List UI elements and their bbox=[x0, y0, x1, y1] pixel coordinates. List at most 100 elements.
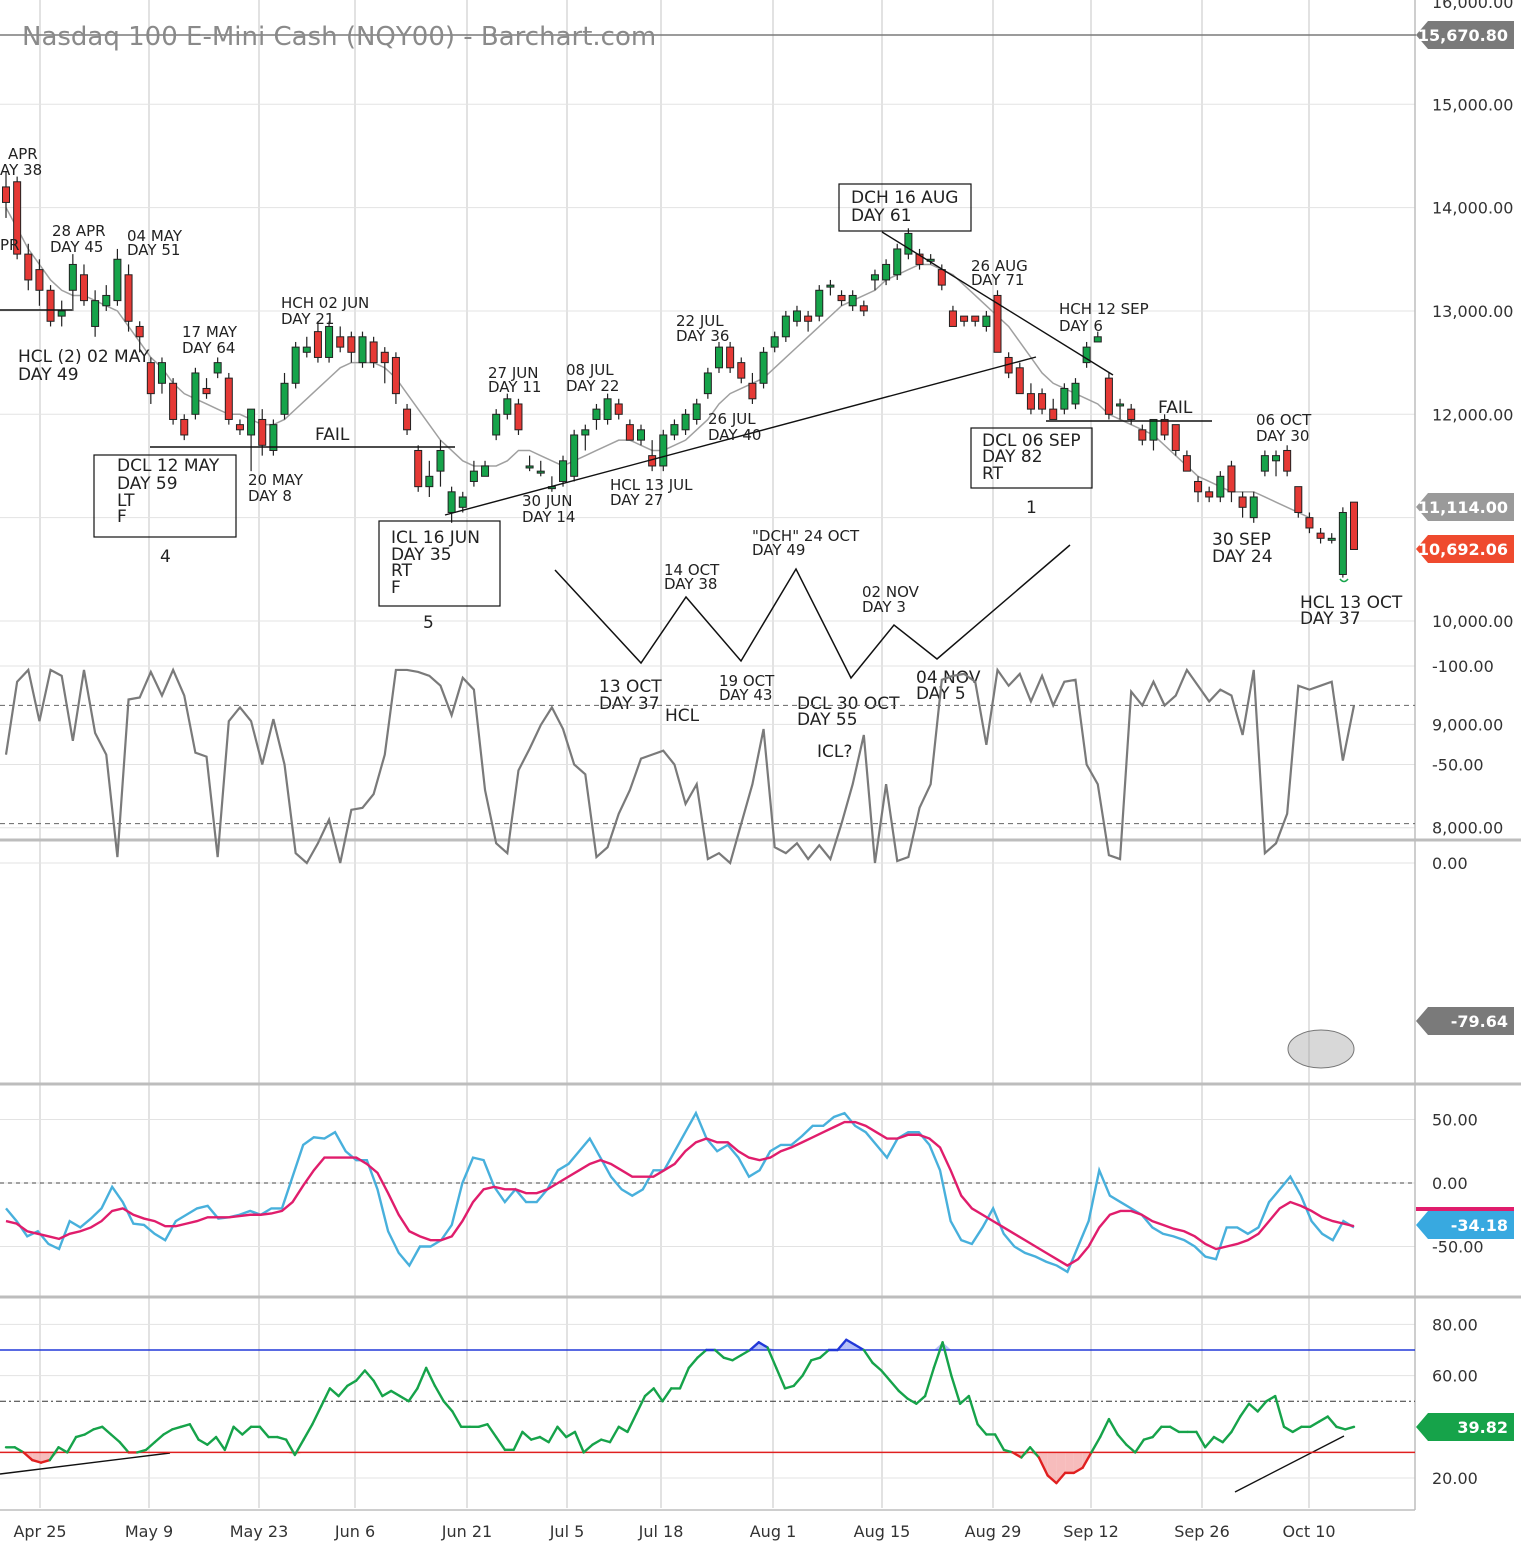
candle-body bbox=[581, 429, 590, 436]
rsi-segment bbox=[608, 1425, 620, 1444]
candle-body bbox=[469, 470, 478, 482]
oversold-fill bbox=[1047, 1452, 1057, 1484]
annotation-box bbox=[93, 454, 237, 538]
annotation-label: DAY 21 bbox=[281, 310, 334, 328]
rsi-segment bbox=[486, 1423, 498, 1439]
y-tick-label: 0.00 bbox=[1432, 854, 1468, 873]
rsi-segment bbox=[1011, 1451, 1023, 1459]
rsi-segment bbox=[66, 1435, 78, 1454]
rsi-segment bbox=[153, 1433, 165, 1444]
annotation-label: DCL 06 SEP bbox=[982, 431, 1081, 451]
rsi-segment bbox=[783, 1384, 795, 1390]
candle-body bbox=[1060, 387, 1069, 410]
rsi-segment bbox=[241, 1425, 253, 1436]
rsi-segment bbox=[31, 1458, 43, 1464]
rsi-segment bbox=[1002, 1448, 1014, 1454]
annotation-label: DAY 45 bbox=[50, 238, 103, 256]
oversold-fill bbox=[1065, 1452, 1074, 1473]
rsi-segment bbox=[101, 1425, 113, 1436]
annotation-label: HCH 02 JUN bbox=[281, 294, 369, 312]
y-tick-label: 60.00 bbox=[1432, 1367, 1478, 1386]
x-tick-label: Aug 1 bbox=[750, 1522, 797, 1541]
rsi-segment bbox=[451, 1410, 463, 1429]
annotation-label: DCL 12 MAY bbox=[117, 456, 220, 476]
x-tick-label: Oct 10 bbox=[1282, 1522, 1335, 1541]
rsi-segment bbox=[792, 1374, 804, 1388]
y-tick-label: 50.00 bbox=[1432, 1111, 1478, 1130]
rsi-segment bbox=[389, 1389, 402, 1398]
rsi-segment bbox=[775, 1366, 787, 1390]
candle-body bbox=[904, 232, 913, 255]
annotation-label: F bbox=[391, 578, 401, 598]
x-tick-label: May 23 bbox=[230, 1522, 289, 1541]
x-tick-label: Sep 12 bbox=[1063, 1522, 1119, 1541]
rsi-segment bbox=[311, 1405, 323, 1426]
candle-body bbox=[1082, 346, 1091, 364]
rsi-segment bbox=[906, 1397, 918, 1405]
rsi-segment bbox=[1055, 1471, 1067, 1485]
annotation-label: 06 OCT bbox=[1256, 411, 1312, 429]
annotation-label: 30 SEP bbox=[1212, 530, 1271, 550]
y-tick-label: 8,000.00 bbox=[1432, 819, 1503, 838]
rsi-segment bbox=[1317, 1415, 1329, 1423]
candle-body bbox=[391, 356, 400, 395]
rsi-trend-line-left bbox=[0, 1452, 171, 1475]
rsi-segment bbox=[862, 1348, 874, 1365]
rsi-segment bbox=[1230, 1415, 1242, 1434]
rsi-segment bbox=[118, 1440, 130, 1454]
price-badge-label: 11,114.00 bbox=[1418, 498, 1508, 517]
candle-body bbox=[948, 310, 957, 327]
annotation-label: DAY 55 bbox=[797, 710, 858, 730]
candle-body bbox=[859, 305, 868, 312]
rsi-segment bbox=[302, 1423, 314, 1441]
signal-line bbox=[5, 1120, 1355, 1267]
macd-panel bbox=[0, 1110, 1415, 1274]
rsi-segment bbox=[950, 1374, 962, 1405]
price-badge bbox=[1416, 493, 1514, 521]
candle-body bbox=[525, 465, 534, 469]
candle-body bbox=[637, 429, 646, 441]
annotation-label: HCL 13 OCT bbox=[1300, 593, 1403, 613]
annotation-label: DAY 37 bbox=[1300, 609, 1361, 629]
annotation-label: 22 JUL bbox=[676, 312, 724, 330]
rsi-segment bbox=[144, 1440, 157, 1452]
rsi-segment bbox=[1081, 1451, 1093, 1469]
rsi-segment bbox=[582, 1443, 594, 1454]
candle-body bbox=[726, 346, 735, 369]
annotation-label: RT bbox=[391, 561, 413, 581]
annotation-label: HCL 13 JUL bbox=[610, 476, 693, 494]
rsi-segment bbox=[284, 1438, 297, 1457]
candle-body bbox=[57, 310, 66, 317]
rsi-segment bbox=[1142, 1435, 1154, 1441]
rsi-segment bbox=[1046, 1474, 1058, 1485]
annotation-label: 13 OCT bbox=[599, 677, 662, 697]
candle-body bbox=[380, 351, 389, 364]
rsi-segment bbox=[1291, 1425, 1303, 1434]
candle-body bbox=[670, 424, 679, 436]
candle-body bbox=[804, 315, 813, 322]
macd-badge bbox=[1416, 1211, 1514, 1239]
oversold-fill bbox=[1056, 1452, 1066, 1484]
candle-body bbox=[269, 424, 278, 451]
rsi-segment bbox=[214, 1435, 227, 1452]
moving-average bbox=[5, 207, 1310, 519]
candle-body bbox=[815, 289, 824, 317]
annotation-label: RT bbox=[982, 464, 1004, 484]
annotation-label: 26 JUL bbox=[708, 410, 756, 428]
annotation-box bbox=[378, 520, 501, 607]
candle-body bbox=[692, 403, 701, 420]
y-tick-label: -50.00 bbox=[1432, 756, 1484, 775]
candle-body bbox=[2, 186, 10, 203]
annotation-label: DAY 3 bbox=[862, 598, 906, 616]
rsi-segment bbox=[958, 1394, 971, 1405]
annotation-label: DAY 64 bbox=[182, 339, 235, 357]
candle-body bbox=[447, 491, 456, 513]
x-tick-label: Aug 15 bbox=[854, 1522, 911, 1541]
rsi-segment bbox=[57, 1446, 69, 1454]
rsi-segment bbox=[416, 1366, 428, 1390]
rsi-segment bbox=[1326, 1415, 1338, 1429]
rsi-segment bbox=[600, 1438, 612, 1444]
rsi-segment bbox=[179, 1423, 192, 1429]
candle-body bbox=[302, 346, 311, 353]
